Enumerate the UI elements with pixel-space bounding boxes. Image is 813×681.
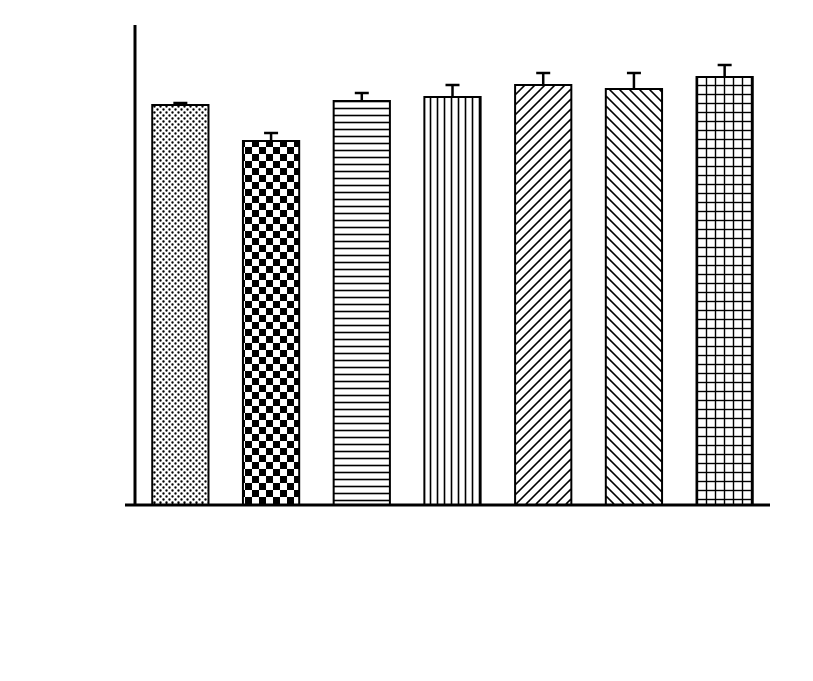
bar	[606, 89, 662, 505]
chart-svg	[0, 0, 813, 681]
bar	[515, 85, 571, 505]
viability-bar-chart	[0, 0, 813, 681]
bar	[334, 101, 390, 505]
bar	[152, 105, 208, 505]
bar	[424, 97, 480, 505]
bar	[243, 141, 299, 505]
bar	[697, 77, 753, 505]
